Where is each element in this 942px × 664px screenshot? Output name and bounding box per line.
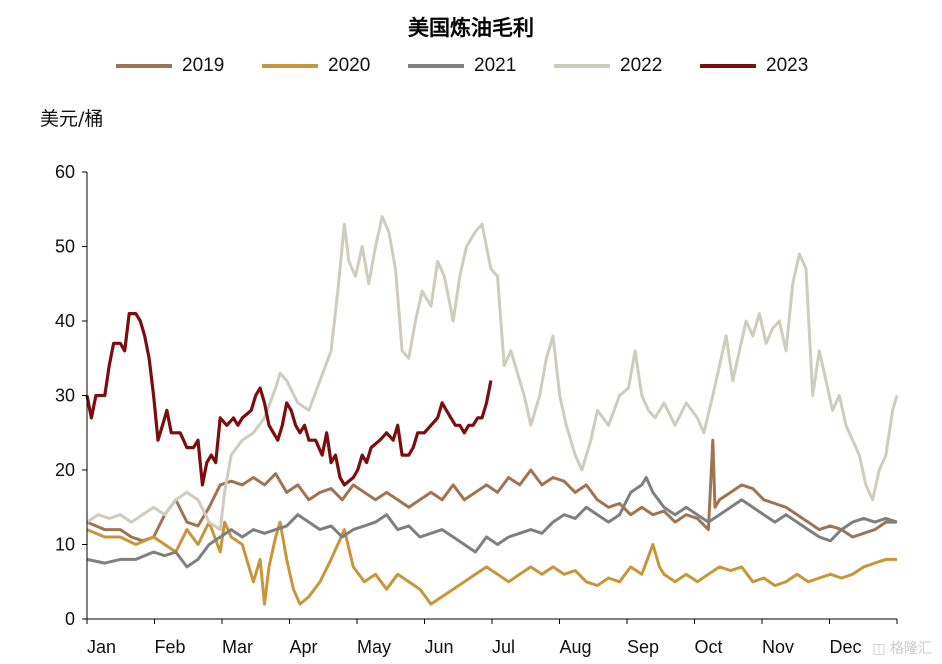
x-tick-label-may: May — [357, 637, 391, 657]
watermark-logo: ◫ 格隆汇 — [872, 641, 932, 657]
x-tick-label-feb: Feb — [155, 637, 186, 657]
watermark-text: 格隆汇 — [890, 641, 932, 657]
legend-label-2020: 2020 — [328, 55, 371, 76]
x-tick-label-jul: Jul — [492, 637, 515, 657]
legend-swatch-2021 — [408, 64, 464, 68]
series-line-2021 — [86, 476, 898, 569]
x-tick-label-apr: Apr — [290, 637, 318, 657]
series-line-2022 — [86, 215, 899, 532]
legend-item-2021: 2021 — [408, 53, 516, 79]
legend-swatch-2020 — [262, 64, 318, 68]
y-tick-label: 50 — [55, 237, 75, 257]
x-tick-label-sep: Sep — [627, 637, 659, 657]
y-tick-label: 30 — [55, 386, 75, 406]
legend-item-2020: 2020 — [262, 53, 370, 79]
legend-label-2021: 2021 — [474, 55, 517, 76]
y-axis-unit-label: 美元/桶 — [40, 108, 104, 130]
x-tick-label-oct: Oct — [695, 637, 723, 657]
legend-item-2023: 2023 — [700, 53, 808, 79]
x-tick-label-mar: Mar — [222, 637, 253, 657]
x-tick-label-nov: Nov — [762, 637, 794, 657]
axis-layer: 0 10 20 30 40 50 60 Jan Feb Mar Apr May Jun Jul Aug Sep… — [55, 162, 898, 657]
x-tick-label-dec: Dec — [830, 637, 862, 657]
legend-label-2023: 2023 — [766, 55, 809, 76]
legend-label-2022: 2022 — [620, 55, 663, 76]
x-tick-label-aug: Aug — [560, 637, 592, 657]
legend-item-2019: 2019 — [116, 53, 224, 79]
legend-item-2022: 2022 — [554, 53, 662, 79]
y-tick-label: 40 — [55, 311, 75, 331]
legend: 2019 2020 2021 2022 2023 — [0, 53, 942, 79]
legend-swatch-2022 — [554, 64, 610, 68]
y-tick-label: 10 — [55, 535, 75, 555]
series-layer — [85, 215, 899, 606]
y-tick-label: 0 — [65, 609, 75, 629]
x-tick-label-jun: Jun — [425, 637, 454, 657]
chart-title: 美国炼油毛利 — [408, 16, 534, 40]
y-tick-label: 20 — [55, 460, 75, 480]
legend-swatch-2023 — [700, 64, 756, 68]
series-line-2019 — [86, 438, 897, 543]
legend-swatch-2019 — [116, 64, 172, 68]
series-line-2020 — [86, 520, 897, 606]
legend-label-2019: 2019 — [182, 55, 225, 76]
x-tick-label-jan: Jan — [87, 637, 116, 657]
series-line-2023 — [85, 312, 493, 487]
y-tick-label: 60 — [55, 162, 75, 182]
